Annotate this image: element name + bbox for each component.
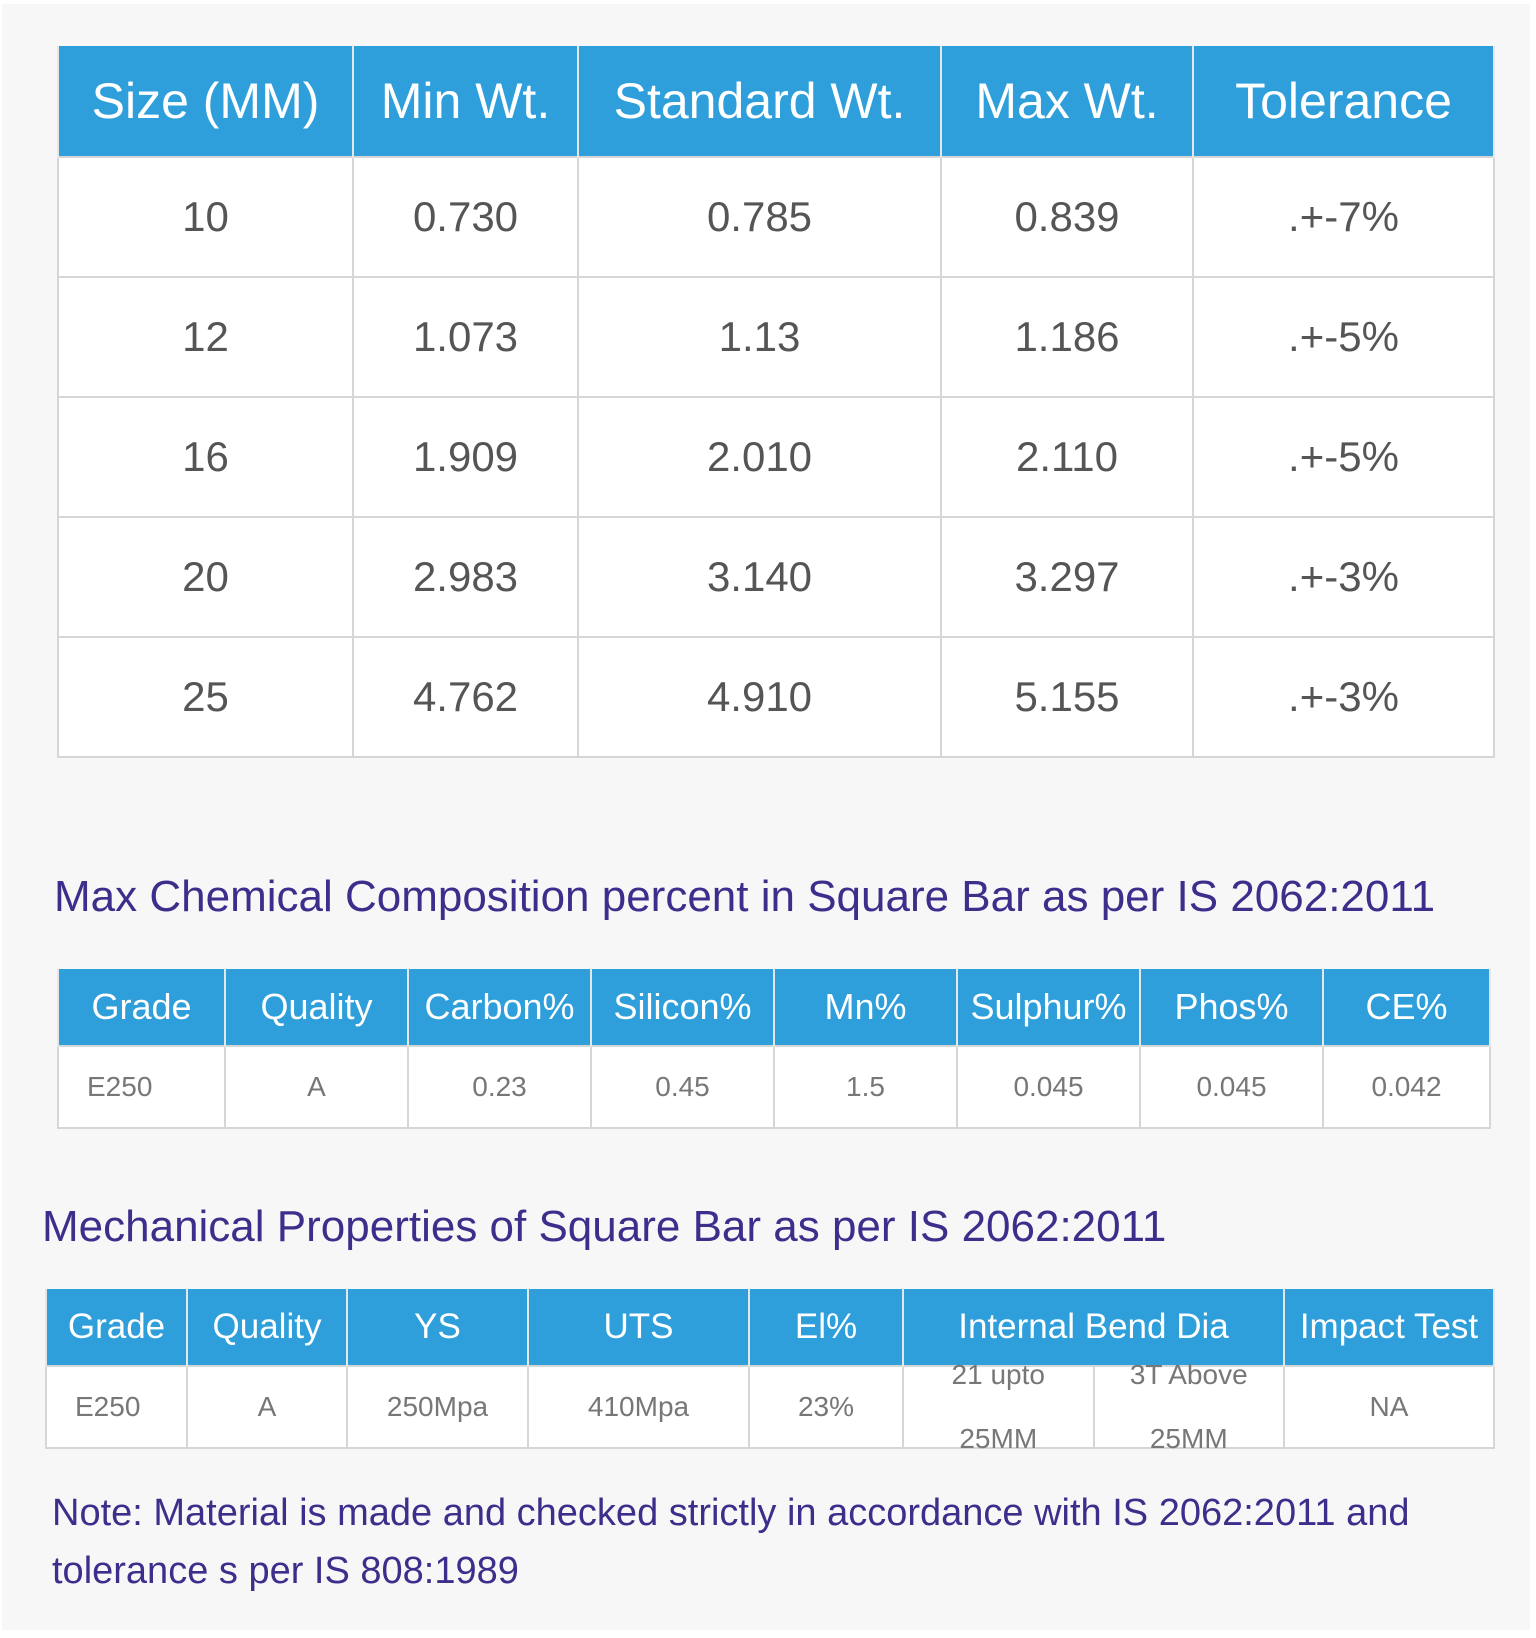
cell-grade: E250 xyxy=(57,1045,226,1129)
cell-size: 25 xyxy=(57,636,354,758)
cell-size: 16 xyxy=(57,396,354,518)
cell-tolerance: .+-5% xyxy=(1192,396,1495,518)
header-ys: YS xyxy=(346,1289,529,1366)
bend-dia-above: 3T Above 25MM xyxy=(1095,1361,1284,1453)
cell-silicon: 0.45 xyxy=(590,1045,775,1129)
header-sulphur: Sulphur% xyxy=(956,969,1141,1046)
bend-above-line2: 25MM xyxy=(1149,1423,1228,1454)
cell-size: 12 xyxy=(57,276,354,398)
table-row: 20 2.983 3.140 3.297 .+-3% xyxy=(57,516,1495,638)
cell-quality: A xyxy=(224,1045,409,1129)
header-min-wt: Min Wt. xyxy=(352,46,579,157)
header-impact-test: Impact Test xyxy=(1283,1289,1495,1366)
cell-grade: E250 xyxy=(45,1365,188,1449)
table-row: 16 1.909 2.010 2.110 .+-5% xyxy=(57,396,1495,518)
cell-min-wt: 1.073 xyxy=(352,276,579,398)
note-text: Note: Material is made and checked stric… xyxy=(52,1492,1410,1592)
header-phos: Phos% xyxy=(1139,969,1324,1046)
header-mn: Mn% xyxy=(773,969,958,1046)
table-row: E250 A 0.23 0.45 1.5 0.045 0.045 0.042 xyxy=(57,1045,1491,1129)
cell-max-wt: 5.155 xyxy=(940,636,1194,758)
cell-ys: 250Mpa xyxy=(346,1365,529,1449)
table-row: 10 0.730 0.785 0.839 .+-7% xyxy=(57,156,1495,278)
cell-standard-wt: 2.010 xyxy=(577,396,942,518)
cell-max-wt: 2.110 xyxy=(940,396,1194,518)
header-ce: CE% xyxy=(1322,969,1491,1046)
cell-sulphur: 0.045 xyxy=(956,1045,1141,1129)
cell-max-wt: 1.186 xyxy=(940,276,1194,398)
header-internal-bend-dia: Internal Bend Dia xyxy=(902,1289,1285,1366)
bend-above-line1: 3T Above xyxy=(1129,1359,1248,1390)
header-quality: Quality xyxy=(224,969,409,1046)
header-grade: Grade xyxy=(45,1289,188,1366)
weight-table: Size (MM) Min Wt. Standard Wt. Max Wt. T… xyxy=(57,46,1495,758)
cell-min-wt: 4.762 xyxy=(352,636,579,758)
cell-ce: 0.042 xyxy=(1322,1045,1491,1129)
mechanical-properties-table: Grade Quality YS UTS El% Internal Bend D… xyxy=(45,1289,1495,1453)
header-uts: UTS xyxy=(527,1289,750,1366)
header-el: El% xyxy=(748,1289,904,1366)
cell-max-wt: 0.839 xyxy=(940,156,1194,278)
cell-tolerance: .+-3% xyxy=(1192,636,1495,758)
cell-el: 23% xyxy=(748,1365,904,1449)
header-tolerance: Tolerance xyxy=(1192,46,1495,157)
cell-max-wt: 3.297 xyxy=(940,516,1194,638)
bend-upto-line2: 25MM xyxy=(959,1423,1038,1454)
cell-standard-wt: 0.785 xyxy=(577,156,942,278)
cell-size: 10 xyxy=(57,156,354,278)
cell-phos: 0.045 xyxy=(1139,1045,1324,1129)
table-row: 12 1.073 1.13 1.186 .+-5% xyxy=(57,276,1495,398)
cell-impact-test: NA xyxy=(1283,1365,1495,1449)
header-standard-wt: Standard Wt. xyxy=(577,46,942,157)
mech-table-header-row: Grade Quality YS UTS El% Internal Bend D… xyxy=(45,1289,1495,1366)
page: Size (MM) Min Wt. Standard Wt. Max Wt. T… xyxy=(2,4,1530,1630)
cell-min-wt: 2.983 xyxy=(352,516,579,638)
header-silicon: Silicon% xyxy=(590,969,775,1046)
bend-upto-line1: 21 upto xyxy=(951,1359,1045,1390)
header-quality: Quality xyxy=(186,1289,348,1366)
cell-standard-wt: 4.910 xyxy=(577,636,942,758)
cell-tolerance: .+-3% xyxy=(1192,516,1495,638)
table-row: E250 A 250Mpa 410Mpa 23% 21 upto 25MM 3T… xyxy=(45,1361,1495,1453)
cell-standard-wt: 1.13 xyxy=(577,276,942,398)
cell-quality: A xyxy=(186,1365,348,1449)
bend-dia-split: 21 upto 25MM 3T Above 25MM xyxy=(904,1361,1284,1453)
chem-section-heading: Max Chemical Composition percent in Squa… xyxy=(54,872,1436,921)
cell-mn: 1.5 xyxy=(773,1045,958,1129)
cell-min-wt: 1.909 xyxy=(352,396,579,518)
cell-standard-wt: 3.140 xyxy=(577,516,942,638)
mech-section-heading: Mechanical Properties of Square Bar as p… xyxy=(42,1202,1167,1251)
header-max-wt: Max Wt. xyxy=(940,46,1194,157)
cell-tolerance: .+-7% xyxy=(1192,156,1495,278)
cell-carbon: 0.23 xyxy=(407,1045,592,1129)
cell-tolerance: .+-5% xyxy=(1192,276,1495,398)
header-carbon: Carbon% xyxy=(407,969,592,1046)
bend-dia-upto: 21 upto 25MM xyxy=(904,1361,1095,1453)
chemical-composition-table: Grade Quality Carbon% Silicon% Mn% Sulph… xyxy=(57,969,1491,1129)
header-size: Size (MM) xyxy=(57,46,354,157)
cell-min-wt: 0.730 xyxy=(352,156,579,278)
cell-internal-bend-dia: 21 upto 25MM 3T Above 25MM xyxy=(902,1361,1285,1453)
table-row: 25 4.762 4.910 5.155 .+-3% xyxy=(57,636,1495,758)
header-grade: Grade xyxy=(57,969,226,1046)
cell-size: 20 xyxy=(57,516,354,638)
cell-uts: 410Mpa xyxy=(527,1365,750,1449)
chem-table-header-row: Grade Quality Carbon% Silicon% Mn% Sulph… xyxy=(57,969,1491,1046)
weight-table-header-row: Size (MM) Min Wt. Standard Wt. Max Wt. T… xyxy=(57,46,1495,157)
